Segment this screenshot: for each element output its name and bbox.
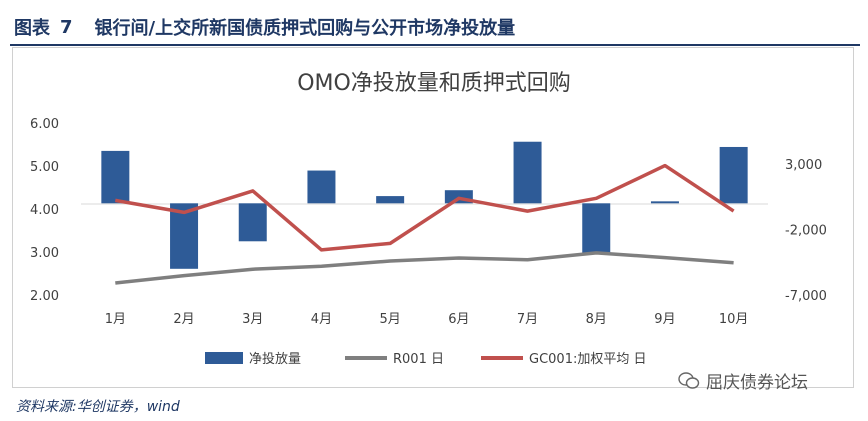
right-tick-label: 3,000 xyxy=(785,158,822,173)
figure-caption: 银行间/上交所新国债质押式回购与公开市场净投放量 xyxy=(94,18,516,39)
legend-label: GC001:加权平均 日 xyxy=(529,351,646,367)
figure-label: 图表 xyxy=(14,18,50,39)
r001-line xyxy=(115,251,734,285)
left-tick-label: 5.00 xyxy=(30,160,59,175)
left-tick-label: 2.00 xyxy=(30,289,59,304)
legend-label: 净投放量 xyxy=(249,351,301,367)
left-tick-label: 6.00 xyxy=(30,117,59,132)
wechat-icon xyxy=(678,371,700,389)
bar-4 xyxy=(307,170,336,204)
chart-frame: OMO净投放量和质押式回购 6.00 5.00 4.00 3.00 2.00 3,000… xyxy=(12,47,854,388)
x-tick-label: 8月 xyxy=(586,312,607,327)
figure-heading: 图表 7 银行间/上交所新国债质押式回购与公开市场净投放量 xyxy=(14,14,515,40)
x-tick-label: 7月 xyxy=(517,312,538,327)
x-tick-label: 6月 xyxy=(448,312,469,327)
bar-5 xyxy=(376,196,405,204)
bar-9 xyxy=(650,201,679,204)
bars-layer xyxy=(101,141,748,269)
x-tick-label: 4月 xyxy=(311,312,332,327)
left-tick-label: 4.00 xyxy=(30,203,59,218)
chart: OMO净投放量和质押式回购 6.00 5.00 4.00 3.00 2.00 3,000… xyxy=(30,71,827,367)
left-tick-label: 3.00 xyxy=(30,246,59,261)
heading-rule xyxy=(10,44,860,46)
x-tick-label: 3月 xyxy=(242,312,263,327)
lines-layer xyxy=(114,163,735,285)
bar-10 xyxy=(719,146,748,204)
x-tick-label: 1月 xyxy=(105,312,126,327)
x-tick-label: 2月 xyxy=(173,312,194,327)
bar-7 xyxy=(513,141,542,204)
x-tick-label: 5月 xyxy=(380,312,401,327)
watermark-text: 屈庆债券论坛 xyxy=(706,373,808,393)
left-axis-ticks: 6.00 5.00 4.00 3.00 2.00 xyxy=(30,117,59,304)
figure-number: 7 xyxy=(60,16,73,38)
bar-3 xyxy=(238,203,267,242)
bar-2 xyxy=(170,203,199,269)
watermark: 屈庆债券论坛 xyxy=(678,368,808,393)
x-axis-ticks: 1月 2月 3月 4月 5月 6月 7月 8月 9月 10月 xyxy=(105,312,749,327)
right-tick-label: -2,000 xyxy=(785,224,827,239)
legend-swatch-bar xyxy=(205,352,243,364)
source-note: 资料来源:华创证券，wind xyxy=(16,399,180,415)
bar-8 xyxy=(582,203,611,254)
x-tick-label: 10月 xyxy=(719,312,749,327)
right-tick-label: -7,000 xyxy=(785,289,827,304)
x-tick-label: 9月 xyxy=(654,312,675,327)
bar-1 xyxy=(101,150,130,204)
chart-title: OMO净投放量和质押式回购 xyxy=(297,71,571,96)
gc001-line xyxy=(114,163,735,252)
legend: 净投放量 R001 日 GC001:加权平均 日 xyxy=(205,351,646,367)
legend-label: R001 日 xyxy=(393,352,444,367)
right-axis-ticks: 3,000 -2,000 -7,000 xyxy=(785,158,827,304)
